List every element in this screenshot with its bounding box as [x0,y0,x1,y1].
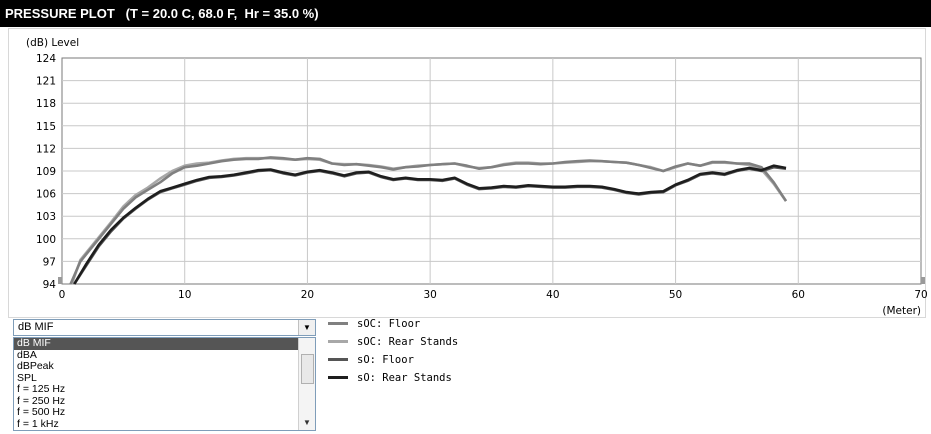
listbox-option[interactable]: f = 1 kHz [17,417,59,430]
range-handle-right[interactable] [921,277,925,284]
y-tick-label: 103 [36,211,56,223]
y-tick-label: 112 [36,143,56,155]
chevron-down-icon[interactable]: ▼ [298,320,315,335]
metric-select-value: dB MIF [18,321,54,333]
series-line-1 [69,156,788,285]
listbox-option[interactable]: dB MIF [14,338,300,350]
y-axis-label: (dB) Level [26,37,79,49]
x-tick-label: 10 [178,289,191,301]
legend-label: sO: Rear Stands [357,372,452,384]
x-tick-label: 70 [914,289,927,301]
metric-select[interactable]: dB MIF ▼ [13,319,316,336]
legend-item: sOC: Rear Stands [328,336,458,350]
legend-item: sO: Floor [328,354,414,368]
x-tick-label: 50 [669,289,682,301]
listbox-option[interactable]: f = 125 Hz [17,383,66,395]
y-tick-label: 109 [36,166,56,178]
chart-canvas: 94 97 100 103 106 109 112 115 118 121 124 0 10 20 30 40… [26,37,927,317]
legend-swatch [328,357,348,361]
y-tick-label: 124 [36,53,56,65]
y-tick-label: 94 [43,279,57,291]
legend-item: sOC: Floor [328,318,420,332]
listbox-scrollbar[interactable]: ▼ [298,338,315,430]
legend-label: sO: Floor [357,354,414,366]
legend-swatch [328,375,348,379]
listbox-option[interactable]: dBPeak [17,360,54,372]
legend-swatch [328,339,348,343]
x-tick-label: 30 [423,289,436,301]
x-tick-label: 0 [59,289,66,301]
x-axis-label: (Meter) [882,305,921,317]
series-line-4 [73,164,787,285]
y-tick-label: 118 [36,98,56,110]
legend-item: sO: Rear Stands [328,372,452,386]
pressure-plot: 94 97 100 103 106 109 112 115 118 121 124 0 10 20 30 40… [8,28,927,318]
metric-listbox[interactable]: dB MIF dBA dBPeak SPL f = 125 Hz f = 250 Hz f … [13,337,316,431]
scrollbar-thumb[interactable] [301,354,314,384]
window-title: PRESSURE PLOT (T = 20.0 C, 68.0 F, Hr = … [0,0,931,27]
x-tick-label: 60 [792,289,805,301]
x-tick-label: 20 [301,289,314,301]
range-handle-left[interactable] [58,277,62,284]
legend-label: sOC: Rear Stands [357,336,459,348]
y-tick-label: 97 [43,256,56,268]
listbox-option[interactable]: f = 250 Hz [17,394,66,407]
listbox-option[interactable]: dBA [17,348,37,361]
y-tick-label: 121 [36,76,56,88]
listbox-option[interactable]: f = 500 Hz [17,406,66,418]
y-tick-label: 115 [36,121,56,133]
scroll-down-icon[interactable]: ▼ [303,418,311,427]
x-tick-label: 40 [546,289,559,301]
listbox-option[interactable]: SPL [17,371,37,384]
legend-swatch [328,321,348,325]
y-tick-label: 100 [36,234,56,246]
legend-label: sOC: Floor [357,318,421,330]
y-tick-label: 106 [36,189,56,201]
